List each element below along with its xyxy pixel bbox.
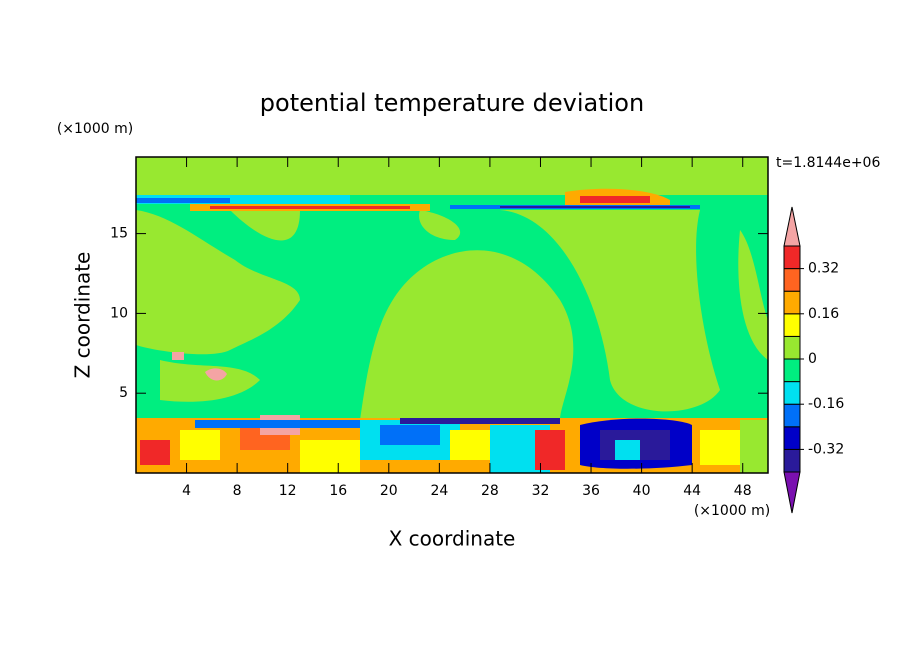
contour-region [205, 368, 227, 381]
x-tick-label: 4 [182, 483, 191, 499]
time-annotation: t=1.8144e+06 [776, 155, 880, 171]
contour-region [360, 250, 574, 420]
colorbar-box [783, 313, 801, 337]
contour-region [195, 420, 360, 428]
contour-region [700, 430, 740, 465]
colorbar-tick-label: -0.16 [808, 396, 844, 412]
x-tick-label: 44 [683, 483, 701, 499]
y-tick-label: 5 [119, 385, 128, 401]
x-tick-label: 32 [532, 483, 550, 499]
y-tick-label: 10 [110, 305, 128, 321]
x-tick-label: 48 [734, 483, 752, 499]
colorbar-tick-label: -0.32 [808, 441, 844, 457]
colorbar-tick-label: 0.32 [808, 261, 839, 277]
contour-region [160, 360, 260, 402]
contour-region [180, 430, 220, 460]
contour-region [535, 430, 565, 470]
y-unit: (×1000 m) [57, 121, 133, 137]
contour-region [136, 198, 230, 203]
chart-title: potential temperature deviation [260, 89, 644, 117]
x-unit: (×1000 m) [694, 503, 770, 519]
contour-region [615, 440, 640, 460]
contour-region [400, 418, 560, 424]
contour-region [419, 210, 461, 240]
contour-region [500, 210, 720, 412]
contour-region [300, 440, 360, 473]
colorbar-box [783, 335, 801, 360]
colorbar-box [783, 381, 801, 405]
colorbar-box [783, 426, 801, 450]
x-axis-label: X coordinate [389, 527, 516, 551]
x-tick-label: 12 [279, 483, 297, 499]
colorbar-box [783, 268, 801, 292]
colorbar-box [783, 403, 801, 428]
contour-region [740, 420, 768, 473]
colorbar-tick-label: 0 [808, 351, 817, 367]
y-axis-label: Z coordinate [71, 252, 95, 379]
contour-region [580, 196, 650, 203]
contour-field [136, 157, 768, 473]
contour-region [738, 230, 768, 360]
contour-region [210, 206, 410, 209]
x-tick-label: 8 [233, 483, 242, 499]
contour-region [172, 352, 184, 360]
x-tick-label: 28 [481, 483, 499, 499]
x-tick-label: 16 [329, 483, 347, 499]
x-tick-label: 24 [430, 483, 448, 499]
contour-region [140, 440, 170, 465]
colorbar-extend-bottom [783, 471, 801, 514]
x-tick-label: 40 [633, 483, 651, 499]
contour-region [500, 206, 690, 208]
contour-region [450, 430, 490, 460]
colorbar-box [783, 358, 801, 383]
contour-region [380, 425, 440, 445]
colorbar-box [783, 290, 801, 315]
colorbar-tick-label: 0.16 [808, 306, 839, 322]
contour-region [136, 210, 300, 355]
colorbar-box [783, 448, 801, 473]
colorbar-box [783, 245, 801, 270]
x-tick-label: 20 [380, 483, 398, 499]
y-tick-label: 15 [110, 226, 128, 242]
contour-region [230, 210, 300, 241]
colorbar-extend-top [783, 206, 801, 247]
x-tick-label: 36 [582, 483, 600, 499]
contour-region [136, 157, 768, 195]
plot-frame [135, 156, 769, 474]
